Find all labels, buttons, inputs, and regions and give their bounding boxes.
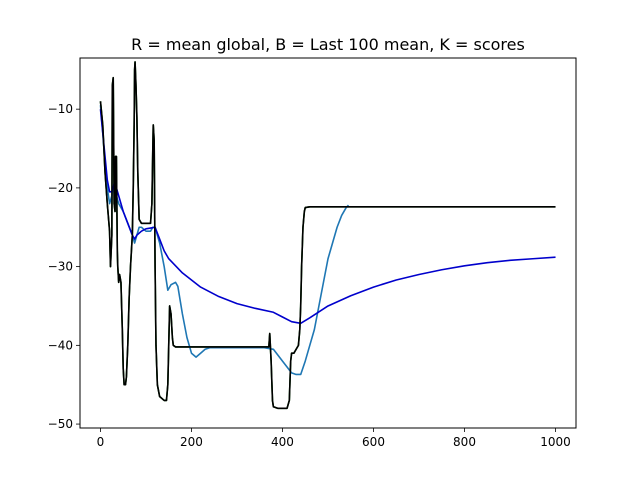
x-tick-label: 200 xyxy=(180,435,203,449)
y-tick-label: −30 xyxy=(48,260,73,274)
y-tick-label: −20 xyxy=(48,181,73,195)
y-tick-label: −50 xyxy=(48,417,73,431)
y-tick-label: −40 xyxy=(48,338,73,352)
series-line-4 xyxy=(99,61,556,410)
x-tick-label: 1000 xyxy=(540,435,571,449)
chart-title: R = mean global, B = Last 100 mean, K = … xyxy=(131,35,525,54)
y-tick-label: −10 xyxy=(48,102,73,116)
x-tick-label: 600 xyxy=(362,435,385,449)
x-tick-label: 800 xyxy=(453,435,476,449)
x-tick-label: 400 xyxy=(271,435,294,449)
x-tick-label: 0 xyxy=(97,435,105,449)
y-axis: −50 −40 −30 −20 −10 xyxy=(48,102,80,431)
plot-area xyxy=(80,58,576,428)
x-axis: 0 200 400 600 800 1000 xyxy=(97,428,571,449)
axes-frame xyxy=(79,57,577,429)
series-layer xyxy=(99,61,556,410)
